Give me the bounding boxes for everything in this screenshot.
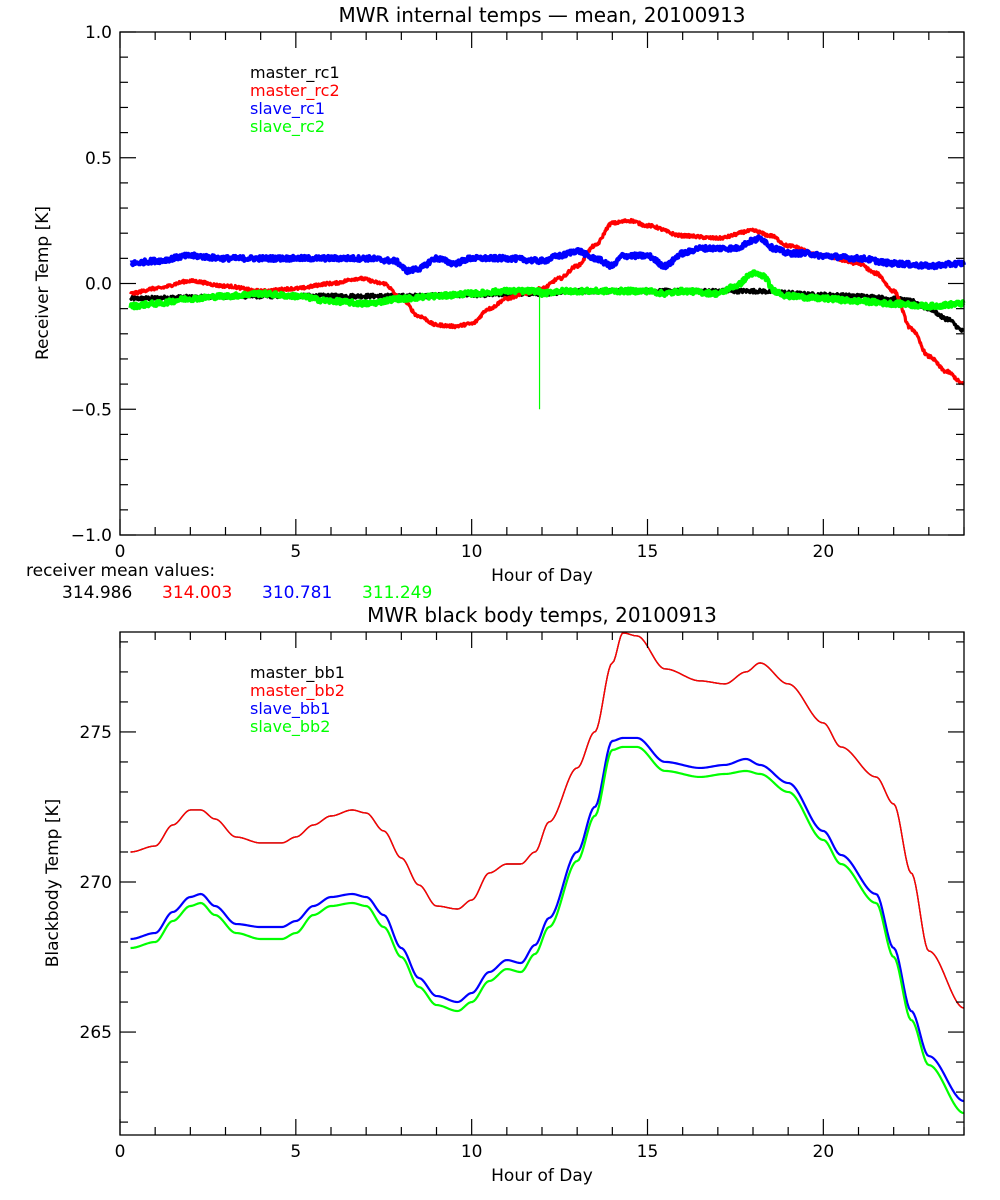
- x-tick-label: 5: [290, 1142, 301, 1162]
- receiver-means-label: receiver mean values:: [26, 561, 215, 581]
- legend-entry-slave_bb1: slave_bb1: [250, 699, 330, 719]
- axis-ticks: [119, 31, 965, 536]
- x-tick-label: 0: [115, 1142, 126, 1162]
- chart-title: MWR internal temps — mean, 20100913: [338, 3, 745, 27]
- y-tick-label: 1.0: [85, 23, 112, 43]
- receiver-means: receiver mean values: 314.986 314.003 31…: [26, 561, 432, 603]
- legend-entry-master_rc1: master_rc1: [250, 63, 340, 83]
- receiver-mean-value: 311.249: [362, 583, 432, 603]
- x-tick-label: 20: [813, 542, 835, 562]
- x-tick-label: 5: [290, 542, 301, 562]
- legend-entry-master_bb1: master_bb1: [250, 663, 345, 683]
- x-tick-label: 0: [115, 542, 126, 562]
- x-tick-label: 15: [637, 542, 659, 562]
- y-tick-label: 265: [80, 1023, 112, 1043]
- receiver-mean-value: 310.781: [262, 583, 332, 603]
- axis-tick-labels: 0 5 10 15 20 265 270 275: [80, 723, 835, 1162]
- legend-entry-slave_rc1: slave_rc1: [250, 99, 325, 119]
- y-tick-label: 275: [80, 723, 112, 743]
- y-tick-label: 270: [80, 873, 112, 893]
- y-axis-label: Receiver Temp [K]: [33, 206, 53, 360]
- y-tick-label: 0.0: [85, 275, 112, 295]
- legend-entry-slave_rc2: slave_rc2: [250, 117, 325, 137]
- axis-ticks: [119, 632, 965, 1135]
- legend-entry-master_rc2: master_rc2: [250, 81, 340, 101]
- plot-lines: [128, 217, 967, 410]
- legend-entry-master_bb2: master_bb2: [250, 681, 345, 701]
- series-line-slave_bb2: [130, 745, 965, 1115]
- plot-frame: [119, 631, 965, 1136]
- x-axis-label: Hour of Day: [491, 566, 593, 586]
- axis-tick-labels: 0 5 10 15 20 −1.0 −0.5 0.0 0.5 1.0: [71, 23, 834, 562]
- y-axis-label: Blackbody Temp [K]: [43, 799, 63, 968]
- series-line-slave_rc1: [129, 234, 967, 276]
- y-tick-label: 0.5: [85, 149, 112, 169]
- series-line-slave_rc2: [128, 269, 966, 311]
- x-tick-label: 20: [813, 1142, 835, 1162]
- x-axis-label: Hour of Day: [491, 1166, 593, 1186]
- series-line-slave_bb1: [130, 736, 965, 1103]
- receiver-temp-chart: MWR internal temps — mean, 20100913 0 5 10…: [33, 3, 967, 586]
- blackbody-temp-chart: MWR black body temps, 20100913 0 5 10 15 20 2…: [43, 603, 965, 1186]
- chart-title: MWR black body temps, 20100913: [367, 603, 717, 627]
- y-tick-label: −0.5: [71, 400, 112, 420]
- x-tick-label: 10: [461, 542, 483, 562]
- receiver-mean-value: 314.986: [62, 583, 132, 603]
- plot-frame: [119, 31, 965, 536]
- receiver-mean-value: 314.003: [162, 583, 232, 603]
- x-tick-label: 15: [637, 1142, 659, 1162]
- x-tick-label: 10: [461, 1142, 483, 1162]
- y-tick-label: −1.0: [71, 526, 112, 546]
- plot-lines: [130, 632, 965, 1115]
- series-line-master_bb2: [130, 632, 965, 1009]
- legend-entry-slave_bb2: slave_bb2: [250, 717, 330, 737]
